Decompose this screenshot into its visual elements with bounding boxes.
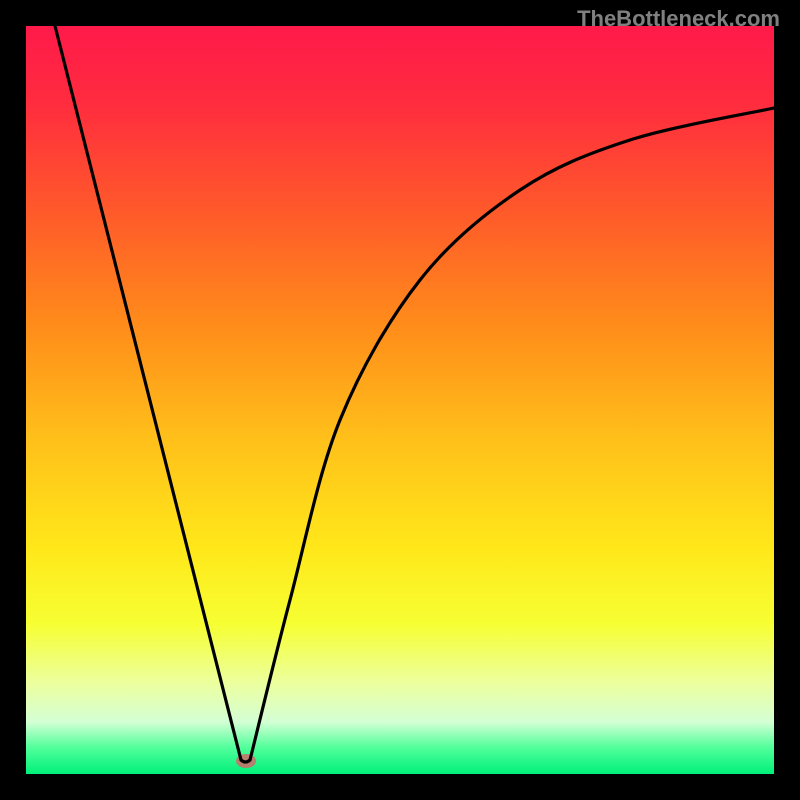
chart-svg xyxy=(0,0,800,800)
plot-background xyxy=(26,26,774,774)
watermark-text: TheBottleneck.com xyxy=(577,6,780,32)
